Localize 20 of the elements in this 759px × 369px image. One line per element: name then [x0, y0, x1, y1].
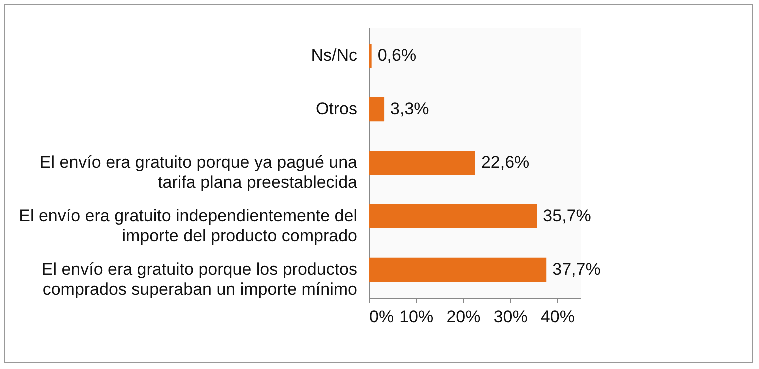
x-tick-label: 10%: [400, 308, 434, 326]
y-tick-label: El envío era gratuito porque los productos comprados superaban un importe mínimo: [42, 260, 358, 299]
data-label: 22,6%: [481, 153, 530, 172]
data-label: 35,7%: [543, 206, 592, 226]
y-tick-label: Otros: [316, 100, 358, 119]
x-tick-label: 0%: [370, 308, 394, 326]
data-label: 0,6%: [378, 46, 417, 66]
x-tick-label: 20%: [446, 308, 481, 326]
bar: [369, 204, 538, 228]
data-label: 37,7%: [552, 260, 601, 279]
bar: [369, 150, 476, 176]
bar: [369, 258, 547, 282]
y-tick-label: El envío era gratuito independientemente del importe del producto comprado: [19, 206, 358, 246]
bar: [369, 98, 385, 122]
bar: [369, 44, 372, 68]
data-label: 3,3%: [390, 100, 430, 119]
y-tick-label: Ns/Nc: [311, 46, 358, 66]
x-tick-label: 40%: [540, 308, 575, 326]
x-tick-label: 30%: [494, 308, 528, 326]
y-tick-label: El envío era gratuito porque ya pagué una tarifa plana preestablecida: [40, 153, 358, 192]
